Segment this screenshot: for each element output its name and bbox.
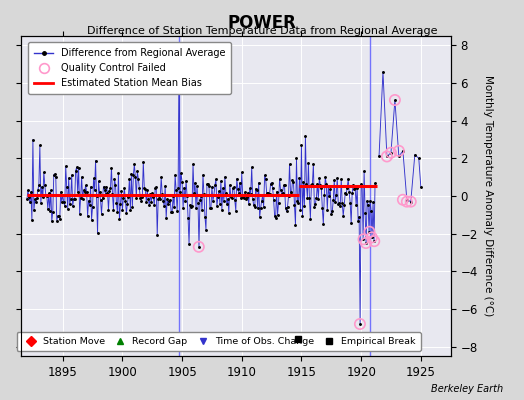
Point (356, 321, 364, 327)
Point (362, 240, 370, 246)
Point (194, 244, 203, 250)
Point (387, 150, 395, 156)
Point (399, 196, 407, 203)
Point (368, 234, 376, 241)
Point (383, 153, 391, 160)
Point (395, 148, 403, 154)
Y-axis label: Monthly Temperature Anomaly Difference (°C): Monthly Temperature Anomaly Difference (… (483, 75, 493, 317)
Point (359, 236, 368, 242)
Text: Berkeley Earth: Berkeley Earth (431, 384, 503, 394)
Text: Difference of Station Temperature Data from Regional Average: Difference of Station Temperature Data f… (87, 26, 437, 36)
Text: POWER: POWER (227, 14, 297, 32)
Point (407, 198, 415, 205)
Legend: Station Move, Record Gap, Time of Obs. Change, Empirical Break: Station Move, Record Gap, Time of Obs. C… (17, 332, 421, 351)
Point (402, 198, 411, 205)
Point (370, 238, 378, 244)
Point (391, 97, 399, 103)
Point (365, 228, 374, 235)
